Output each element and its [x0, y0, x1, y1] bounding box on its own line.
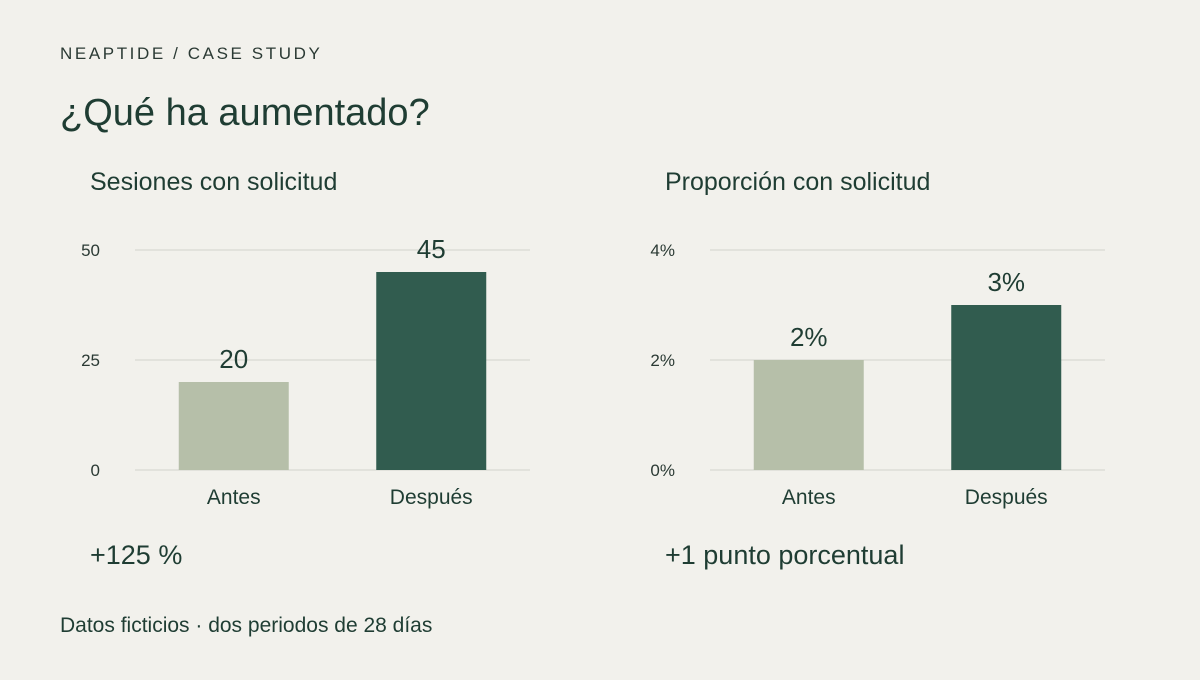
x-category-label: Después	[965, 486, 1048, 509]
x-category-label: Después	[390, 486, 473, 509]
bar-antes	[753, 360, 864, 470]
data-label: 2%	[790, 322, 828, 352]
x-category-label: Antes	[207, 486, 261, 509]
bar-despues	[951, 305, 1062, 470]
chart-title: Sesiones con solicitud	[90, 168, 338, 196]
chart-summary: +1 punto porcentual	[665, 540, 905, 570]
y-tick-label: 25	[81, 351, 100, 370]
y-tick-label: 50	[81, 241, 100, 260]
chart-svg-sesiones: 0 25 50 20 Antes 45 Después	[81, 234, 530, 509]
data-label: 45	[417, 234, 446, 264]
y-tick-label: 0	[91, 461, 100, 480]
chart-summary: +125 %	[90, 540, 183, 570]
chart-title: Proporción con solicitud	[665, 168, 931, 196]
x-category-label: Antes	[782, 486, 836, 509]
y-tick-label: 4%	[650, 241, 675, 260]
chart-sesiones: Sesiones con solicitud 0 25 50 20 Antes 45 Des…	[60, 160, 620, 590]
data-label: 3%	[987, 267, 1025, 297]
bar-despues	[376, 272, 487, 470]
data-label: 20	[219, 344, 248, 374]
bar-antes	[178, 382, 289, 470]
chart-proporcion: Proporción con solicitud 0% 2% 4% 2% Antes 3%…	[635, 160, 1195, 590]
footnote: Datos ficticios · dos periodos de 28 día…	[60, 614, 433, 637]
y-tick-label: 0%	[650, 461, 675, 480]
y-tick-label: 2%	[650, 351, 675, 370]
eyebrow: NEAPTIDE / CASE STUDY	[60, 44, 323, 63]
chart-svg-proporcion: 0% 2% 4% 2% Antes 3% Después	[650, 241, 1105, 509]
page-title: ¿Qué ha aumentado?	[60, 92, 430, 134]
